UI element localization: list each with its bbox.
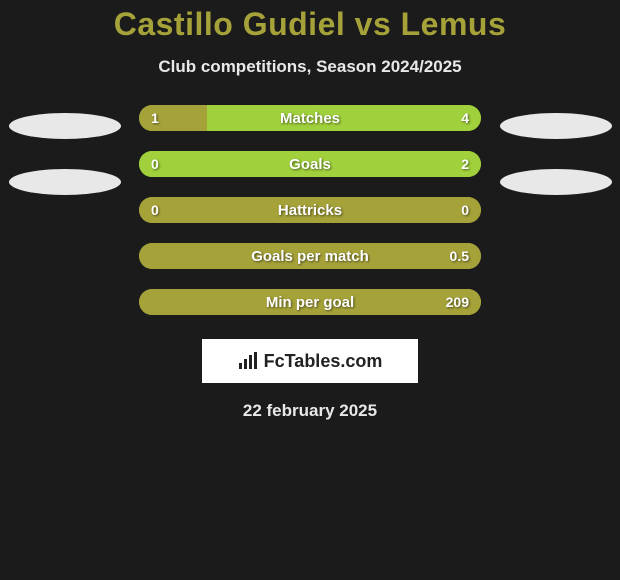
stat-label: Hattricks xyxy=(139,197,481,223)
stat-bar: 0Hattricks0 xyxy=(139,197,481,223)
player-badge-ellipse xyxy=(500,113,612,139)
stat-label: Goals per match xyxy=(139,243,481,269)
stat-right-value: 0.5 xyxy=(450,243,469,269)
player-badge-ellipse xyxy=(9,169,121,195)
source-badge: FcTables.com xyxy=(202,339,418,383)
stat-bar: 1Matches4 xyxy=(139,105,481,131)
date-line: 22 february 2025 xyxy=(243,401,377,421)
comparison-card: Castillo Gudiel vs Lemus Club competitio… xyxy=(0,0,620,421)
stats-area: 1Matches40Goals20Hattricks0Goals per mat… xyxy=(0,105,620,315)
stat-right-value: 209 xyxy=(446,289,469,315)
bars-icon xyxy=(238,352,260,370)
source-text: FcTables.com xyxy=(264,351,383,372)
right-player-badges xyxy=(497,105,614,195)
stat-right-value: 2 xyxy=(461,151,469,177)
stat-right-value: 0 xyxy=(461,197,469,223)
player-badge-ellipse xyxy=(9,113,121,139)
player-badge-ellipse xyxy=(500,169,612,195)
stat-right-value: 4 xyxy=(461,105,469,131)
stat-bar: Min per goal209 xyxy=(139,289,481,315)
subtitle: Club competitions, Season 2024/2025 xyxy=(158,57,461,77)
left-player-badges xyxy=(6,105,123,195)
stat-bar: 0Goals2 xyxy=(139,151,481,177)
stat-label: Matches xyxy=(139,105,481,131)
stat-label: Min per goal xyxy=(139,289,481,315)
stat-label: Goals xyxy=(139,151,481,177)
stat-bar: Goals per match0.5 xyxy=(139,243,481,269)
stat-bars: 1Matches40Goals20Hattricks0Goals per mat… xyxy=(139,105,481,315)
page-title: Castillo Gudiel vs Lemus xyxy=(114,6,507,43)
